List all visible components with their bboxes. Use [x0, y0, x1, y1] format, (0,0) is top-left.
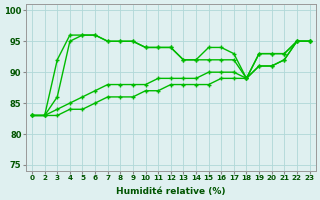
X-axis label: Humidité relative (%): Humidité relative (%)	[116, 187, 226, 196]
